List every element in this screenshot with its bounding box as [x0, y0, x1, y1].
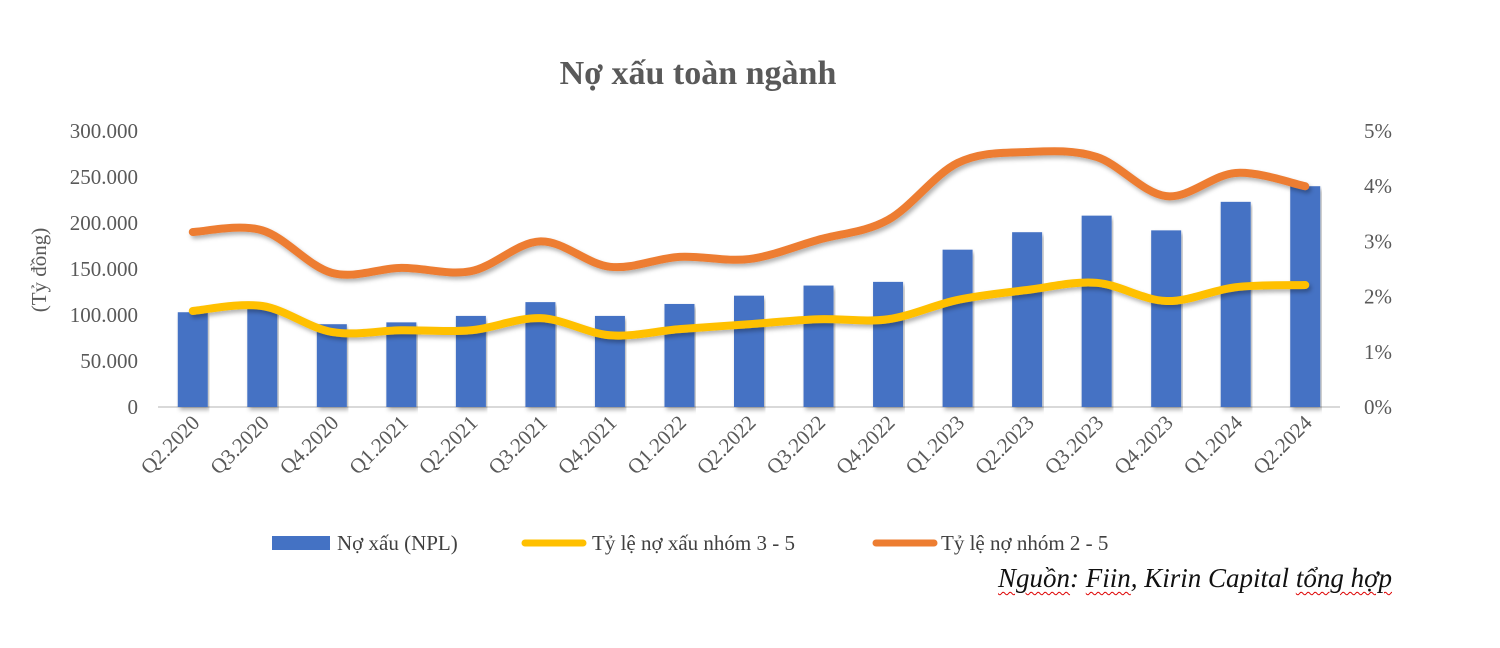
x-tick-label: Q4.2021 [553, 411, 622, 480]
bar-npl-Q4.2023 [1151, 230, 1182, 407]
bar-npl-Q3.2023 [1081, 215, 1112, 407]
source-note: Nguồn: Fiin, Kirin Capital tổng hợp [998, 563, 1392, 594]
y-right-tick-label: 5% [1364, 119, 1392, 143]
legend-label-ratio-2-5: Tỷ lệ nợ nhóm 2 - 5 [941, 531, 1108, 555]
x-tick-label: Q1.2024 [1179, 410, 1248, 479]
chart-title: Nợ xấu toàn ngành [560, 55, 837, 92]
y-axis-label: (Tỷ đồng) [27, 228, 51, 313]
y-right-tick-label: 2% [1364, 285, 1392, 309]
y-left-tick-label: 0 [128, 395, 139, 419]
y-left-tick-label: 300.000 [70, 119, 138, 143]
source-suffix: tổng hợp [1295, 563, 1392, 593]
x-tick-label: Q3.2023 [1040, 411, 1109, 480]
bar-npl-Q4.2022 [873, 281, 904, 407]
bar-npl-Q1.2022 [664, 303, 695, 407]
y-left-tick-label: 100.000 [70, 303, 138, 327]
line-ratio-3-5 [188, 278, 1310, 340]
bar-npl-Q2.2020 [177, 312, 208, 407]
x-tick-label: Q2.2023 [970, 411, 1039, 480]
y-right-tick-label: 1% [1364, 340, 1392, 364]
y-left-tick-label: 150.000 [70, 257, 138, 281]
legend-label-npl: Nợ xấu (NPL) [337, 531, 458, 555]
bar-npl-Q2.2023 [1012, 232, 1043, 407]
source-prefix: Nguồn [998, 563, 1071, 593]
bar-npl-Q1.2023 [942, 249, 973, 407]
x-tick-label: Q1.2022 [622, 411, 691, 480]
x-tick-label: Q3.2021 [483, 411, 552, 480]
y-right-tick-label: 4% [1364, 174, 1392, 198]
x-tick-label: Q1.2021 [344, 411, 413, 480]
line-ratio-2-5 [188, 147, 1310, 279]
bar-npl-Q1.2024 [1220, 201, 1251, 407]
bar-npl-Q2.2024 [1290, 186, 1321, 407]
bar-npl-Q4.2020 [316, 324, 347, 407]
x-tick-label: Q2.2020 [136, 411, 205, 480]
x-tick-label: Q2.2022 [692, 411, 761, 480]
x-tick-label: Q2.2021 [414, 411, 483, 480]
source-sep: : [1070, 563, 1086, 593]
x-tick-label: Q2.2024 [1248, 410, 1317, 479]
x-tick-label: Q4.2022 [831, 411, 900, 480]
y-right-tick-label: 0% [1364, 395, 1392, 419]
y-left-tick-label: 250.000 [70, 165, 138, 189]
bar-npl-Q2.2022 [734, 295, 764, 407]
x-tick-label: Q1.2023 [901, 411, 970, 480]
x-tick-label: Q4.2023 [1109, 411, 1178, 480]
y-left-tick-label: 200.000 [70, 211, 138, 235]
bar-npl-Q3.2022 [803, 285, 834, 407]
x-tick-label: Q4.2020 [275, 411, 344, 480]
y-left-tick-label: 50.000 [80, 349, 138, 373]
y-right-tick-label: 3% [1364, 229, 1392, 253]
legend: Nợ xấu (NPL) Tỷ lệ nợ xấu nhóm 3 - 5 Tỷ … [272, 531, 1108, 555]
source-fiin: Fiin [1085, 563, 1131, 593]
x-tick-label: Q3.2022 [762, 411, 831, 480]
bar-npl-Q1.2021 [386, 322, 417, 407]
legend-label-ratio-3-5: Tỷ lệ nợ xấu nhóm 3 - 5 [592, 531, 795, 555]
source-mid: , Kirin Capital [1130, 563, 1296, 593]
x-tick-label: Q3.2020 [205, 411, 274, 480]
bar-npl-Q3.2020 [247, 307, 278, 407]
legend-swatch-npl [272, 536, 330, 550]
